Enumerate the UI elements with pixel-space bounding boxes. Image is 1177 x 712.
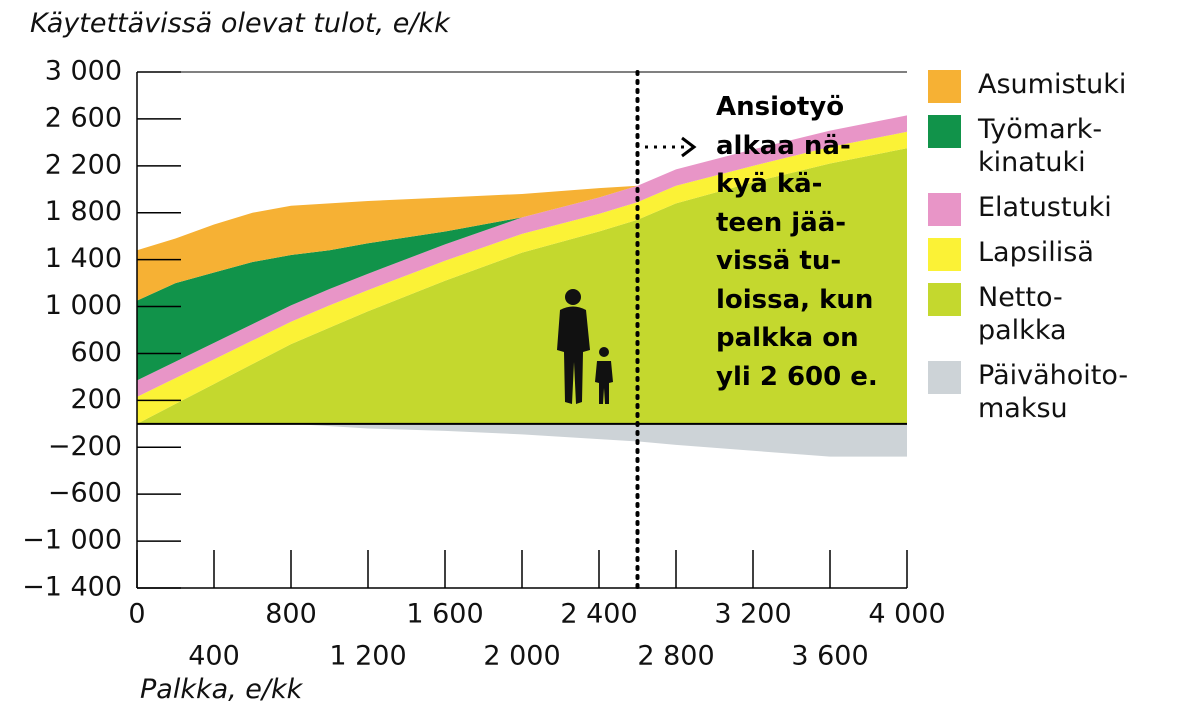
x-tick-label: 1 200 [329, 641, 406, 672]
legend-item: Lapsilisä [928, 236, 1173, 271]
legend-item: Elatustuki [928, 191, 1173, 226]
y-tick-label: 2 200 [45, 149, 122, 180]
legend-label: Päivähoito- maksu [978, 360, 1129, 424]
y-tick-label: 200 [70, 384, 122, 415]
legend-item: Asumistuki [928, 68, 1173, 103]
x-tick-label: 2 800 [637, 641, 714, 672]
legend-swatch [928, 193, 961, 226]
y-tick-label: 3 000 [45, 56, 122, 87]
silhouette [557, 289, 613, 404]
legend-item: Netto- palkka [928, 281, 1173, 347]
area [137, 115, 907, 397]
area [137, 115, 907, 301]
chart-title: Käytettävissä olevat tulot, e/kk [30, 8, 450, 39]
y-tick-label: 2 600 [45, 102, 122, 133]
x-axis-label: Palkka, e/kk [140, 674, 303, 705]
area [137, 131, 907, 424]
legend: Asumistuki Työmark- kinatuki Elatustuki Lap… [928, 68, 1173, 437]
legend-swatch [928, 283, 961, 316]
x-tick-label: 400 [188, 641, 240, 672]
arrow [645, 136, 697, 158]
x-tick-label: 3 200 [714, 599, 791, 630]
legend-swatch [928, 238, 961, 271]
legend-label: Työmark- kinatuki [978, 114, 1103, 178]
legend-label: Asumistuki [978, 69, 1127, 100]
legend-swatch [928, 115, 961, 148]
legend-label: Lapsilisä [978, 237, 1094, 268]
y-tick-label: −1 400 [22, 572, 122, 603]
y-tick-label: 1 800 [45, 196, 122, 227]
legend-item: Päivähoito- maksu [928, 359, 1173, 425]
x-tick-label: 3 600 [791, 641, 868, 672]
legend-label: Netto- palkka [978, 282, 1067, 346]
x-tick-label: 2 000 [483, 641, 560, 672]
area [137, 423, 907, 457]
legend-swatch [928, 70, 961, 103]
x-tick-label: 1 600 [406, 599, 483, 630]
x-tick-label: 4 000 [868, 599, 945, 630]
y-tick-label: 1 400 [45, 243, 122, 274]
area [137, 148, 907, 424]
y-tick-label: 1 000 [45, 290, 122, 321]
x-tick-label: 2 400 [560, 599, 637, 630]
y-tick-label: −200 [48, 431, 122, 462]
legend-label: Elatustuki [978, 192, 1112, 223]
annotation: Ansiotyö alkaa nä- kyä kä- teen jää- vis… [716, 92, 878, 392]
legend-swatch [928, 361, 961, 394]
y-tick-label: 600 [70, 337, 122, 368]
legend-item: Työmark- kinatuki [928, 113, 1173, 179]
y-tick-label: −600 [48, 478, 122, 509]
x-tick-label: 800 [265, 599, 317, 630]
x-tick-label: 0 [128, 599, 145, 630]
y-tick-label: −1 000 [22, 525, 122, 556]
